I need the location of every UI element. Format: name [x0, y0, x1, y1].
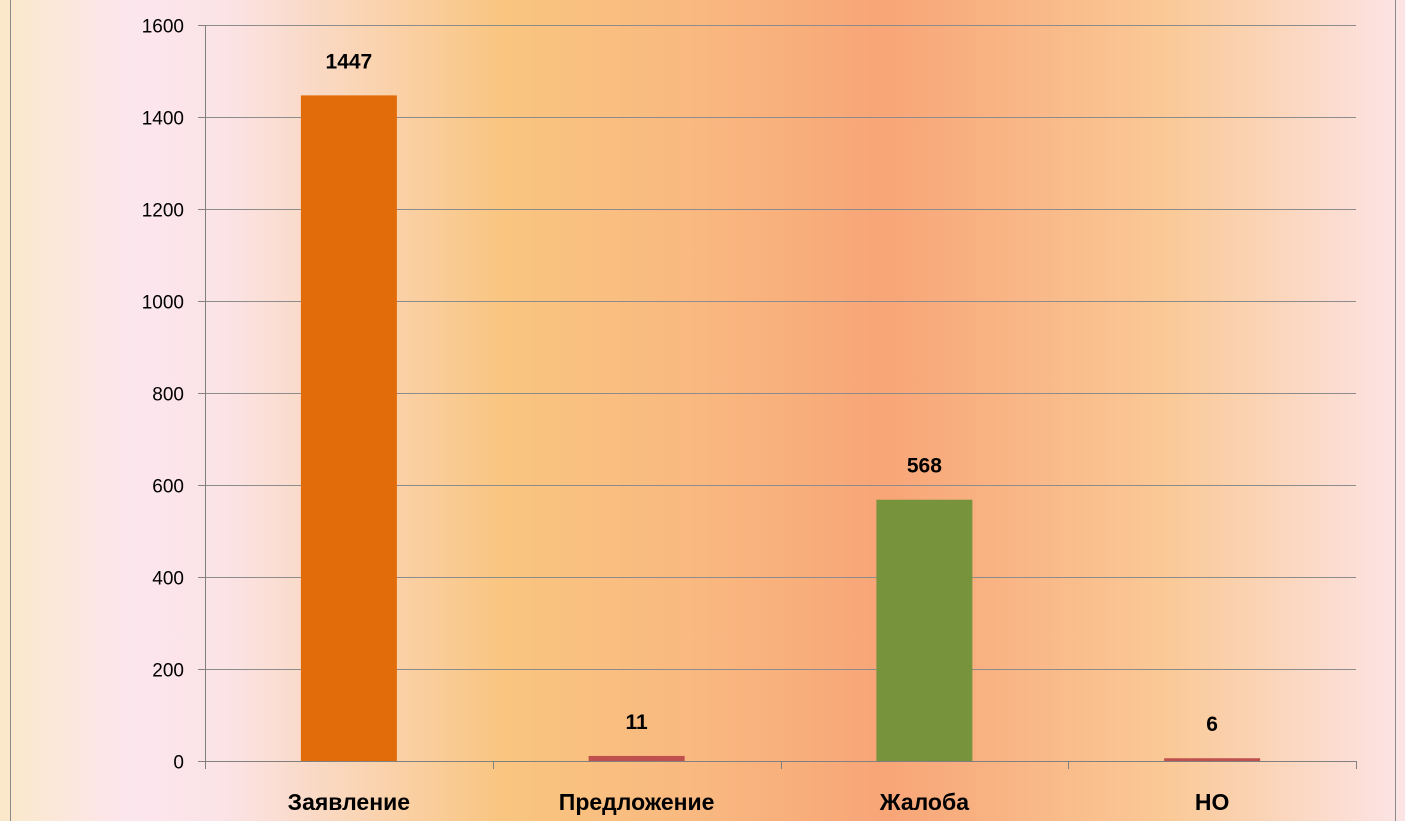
- y-tick-label: 600: [152, 477, 184, 498]
- x-category-label: Жалоба: [879, 789, 969, 815]
- gridlines: [205, 25, 1356, 670]
- data-label: 6: [1206, 713, 1218, 736]
- y-tick-label: 0: [173, 753, 184, 774]
- axes-group: [198, 25, 1357, 769]
- x-category-label: Заявление: [288, 789, 410, 815]
- x-category-label: НО: [1195, 789, 1230, 815]
- bar-4: [1164, 758, 1261, 761]
- data-label: 568: [907, 455, 942, 478]
- y-tick-label: 1600: [142, 17, 184, 38]
- data-label: 11: [626, 711, 649, 734]
- y-tick-label: 1000: [142, 293, 184, 314]
- chart-border: [10, 0, 1396, 821]
- data-label: 1447: [326, 50, 373, 73]
- y-tick-label: 400: [152, 569, 184, 590]
- y-tick-label: 200: [152, 661, 184, 682]
- y-tick-label: 1400: [142, 109, 184, 130]
- bar-1: [300, 95, 397, 761]
- y-tick-label: 1200: [142, 201, 184, 222]
- y-tick-label: 800: [152, 385, 184, 406]
- bars-group: [300, 95, 1261, 761]
- x-category-label: Предложение: [559, 789, 715, 815]
- bar-3: [876, 499, 973, 761]
- bar-2: [588, 755, 685, 761]
- labels-group: 0 200 400 600 800 1000 1200 1400 1600 1447 Заявлен…: [142, 17, 1230, 816]
